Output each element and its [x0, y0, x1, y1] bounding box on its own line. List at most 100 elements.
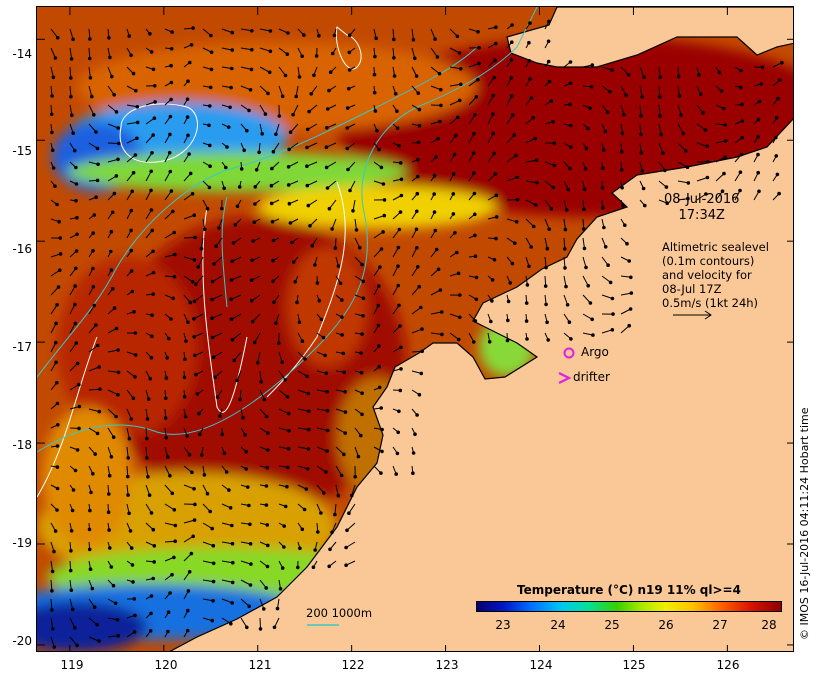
velocity-arrow-head — [270, 166, 274, 171]
velocity-arrow-head — [325, 408, 330, 413]
velocity-arrow-head — [98, 387, 102, 392]
velocity-arrow-head — [266, 91, 270, 96]
velocity-arrow — [126, 137, 138, 144]
velocity-arrow-head — [129, 417, 134, 421]
velocity-arrow-head — [379, 406, 384, 410]
velocity-arrow-head — [491, 112, 495, 116]
velocity-arrow-head — [148, 32, 152, 36]
velocity-arrow-head — [186, 589, 191, 593]
velocity-arrow-head — [185, 97, 190, 101]
lat-tick-label: -18 — [12, 438, 32, 452]
velocity-arrow-head — [417, 140, 421, 145]
velocity-arrow-head — [508, 281, 513, 285]
velocity-arrow-head — [288, 221, 293, 225]
velocity-arrow-head — [288, 130, 293, 134]
velocity-arrow-head — [130, 563, 135, 567]
velocity-arrow-head — [382, 198, 387, 202]
velocity-arrow-head — [439, 87, 443, 92]
velocity-arrow-head — [149, 355, 154, 360]
velocity-arrow-head — [394, 472, 399, 476]
velocity-arrow — [278, 370, 286, 381]
lat-tick-label: -15 — [12, 144, 32, 158]
velocity-arrow-head — [416, 174, 420, 179]
velocity-arrow-head — [474, 95, 479, 99]
velocity-arrow — [50, 28, 59, 39]
velocity-arrow-head — [415, 413, 419, 417]
velocity-arrow-head — [97, 365, 102, 369]
velocity-arrow-head — [676, 74, 681, 79]
velocity-arrow-head — [146, 397, 151, 402]
velocity-arrow — [392, 285, 399, 296]
velocity-arrow-head — [360, 412, 364, 417]
velocity-arrow-head — [52, 549, 56, 554]
velocity-arrow-head — [260, 132, 264, 136]
velocity-arrow-head — [740, 102, 744, 107]
velocity-arrow-head — [451, 212, 456, 216]
velocity-arrow-head — [231, 560, 235, 565]
velocity-arrow-head — [135, 120, 140, 125]
velocity-arrow-head — [187, 152, 191, 156]
velocity-arrow — [107, 389, 119, 396]
velocity-arrow-head — [432, 210, 437, 214]
velocity-arrow-head — [319, 511, 323, 515]
velocity-arrow-head — [110, 286, 115, 291]
velocity-arrow-head — [477, 45, 481, 50]
velocity-arrow-head — [621, 204, 625, 208]
velocity-arrow-head — [168, 473, 172, 478]
velocity-arrow-head — [169, 97, 173, 102]
velocity-arrow — [231, 313, 242, 320]
velocity-arrow-head — [55, 486, 60, 491]
velocity-arrow-head — [324, 470, 328, 474]
velocity-arrow-head — [287, 147, 291, 152]
velocity-arrow-head — [164, 396, 168, 401]
velocity-arrow-head — [129, 546, 134, 550]
velocity-arrow-head — [568, 81, 573, 86]
velocity-arrow-head — [528, 21, 532, 25]
velocity-arrow-head — [534, 158, 539, 163]
velocity-arrow-head — [252, 220, 257, 224]
velocity-arrow-head — [298, 546, 302, 551]
velocity-arrow-head — [506, 318, 510, 323]
velocity-arrow — [354, 218, 357, 230]
velocity-arrow-head — [145, 456, 149, 460]
velocity-arrow-head — [210, 279, 215, 284]
velocity-arrow-head — [114, 174, 119, 178]
velocity-arrow-head — [209, 33, 213, 38]
velocity-arrow-head — [75, 215, 79, 220]
velocity-arrow-head — [194, 372, 198, 377]
velocity-arrow-head — [417, 284, 422, 289]
drifter-label: drifter — [573, 370, 610, 384]
velocity-arrow-head — [94, 195, 98, 199]
velocity-arrow-head — [167, 336, 171, 341]
velocity-arrow-head — [116, 392, 120, 397]
velocity-arrow-head — [56, 285, 61, 289]
velocity-arrow-head — [432, 192, 437, 196]
velocity-arrow-head — [263, 112, 268, 116]
velocity-arrow-head — [211, 355, 216, 360]
velocity-arrow-head — [417, 124, 422, 128]
velocity-arrow-head — [590, 63, 595, 67]
velocity-arrow-head — [493, 172, 498, 176]
velocity-arrow-head — [336, 264, 341, 268]
velocity-arrow-head — [248, 522, 252, 527]
velocity-arrow-head — [230, 259, 234, 264]
velocity-arrow-head — [756, 170, 761, 175]
velocity-arrow-head — [151, 576, 155, 581]
velocity-arrow-head — [664, 185, 669, 189]
velocity-arrow-head — [277, 114, 282, 118]
velocity-arrow-head — [343, 410, 348, 414]
velocity-arrow-head — [740, 135, 744, 140]
velocity-arrow-head — [300, 54, 305, 59]
velocity-arrow-head — [258, 627, 263, 631]
velocity-arrow-head — [473, 319, 478, 323]
velocity-arrow-head — [241, 415, 245, 420]
velocity-arrow-head — [248, 583, 253, 587]
velocity-scale-arrow — [673, 310, 712, 320]
velocity-arrow-head — [455, 34, 460, 39]
velocity-arrow-head — [109, 565, 114, 569]
velocity-arrow-head — [249, 67, 254, 72]
velocity-arrow — [164, 171, 171, 182]
velocity-arrow-head — [91, 266, 95, 271]
velocity-arrow-head — [109, 249, 113, 254]
velocity-arrow-head — [627, 259, 632, 263]
